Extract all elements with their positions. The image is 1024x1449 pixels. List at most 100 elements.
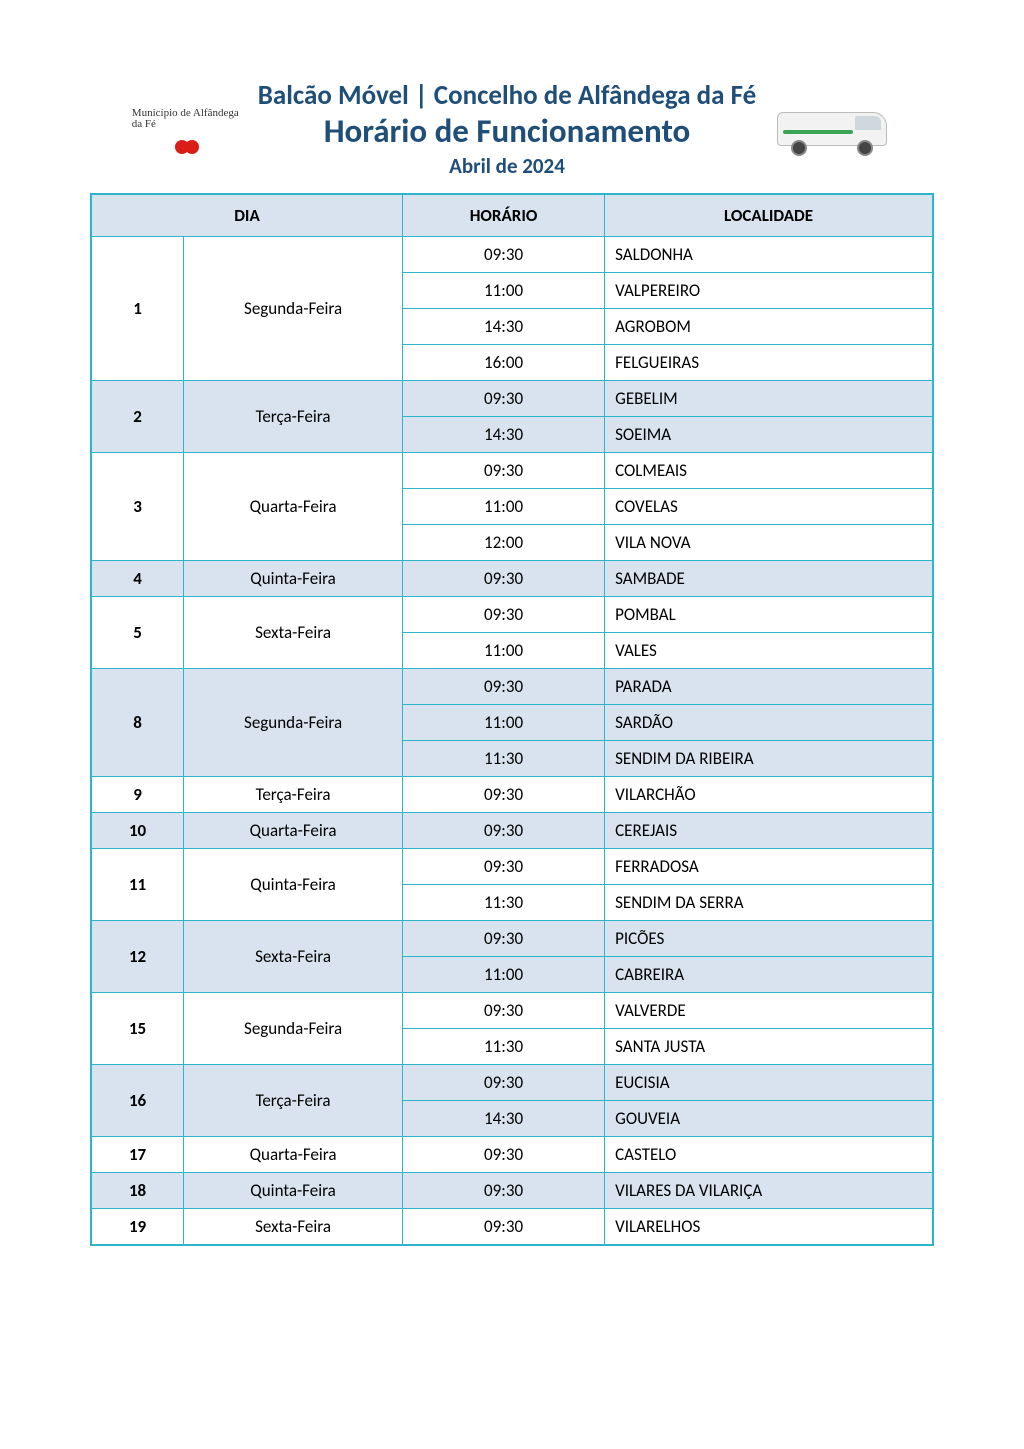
time-cell: 16:00: [403, 345, 605, 381]
locality-cell: SENDIM DA SERRA: [605, 885, 933, 921]
locality-cell: SENDIM DA RIBEIRA: [605, 741, 933, 777]
time-cell: 12:00: [403, 525, 605, 561]
table-row: 16Terça-Feira09:30EUCISIA: [91, 1065, 933, 1101]
locality-cell: AGROBOM: [605, 309, 933, 345]
day-name-cell: Quinta-Feira: [184, 849, 403, 921]
time-cell: 09:30: [403, 669, 605, 705]
day-name-cell: Sexta-Feira: [184, 1209, 403, 1246]
table-row: 9Terça-Feira09:30VILARCHÃO: [91, 777, 933, 813]
header-block: Município de Alfândega da Fé Balcão Móve…: [90, 80, 934, 181]
locality-cell: SARDÃO: [605, 705, 933, 741]
day-number-cell: 5: [91, 597, 184, 669]
time-cell: 11:30: [403, 885, 605, 921]
day-name-cell: Segunda-Feira: [184, 993, 403, 1065]
day-name-cell: Segunda-Feira: [184, 237, 403, 381]
day-name-cell: Terça-Feira: [184, 381, 403, 453]
day-name-cell: Quarta-Feira: [184, 813, 403, 849]
locality-cell: VALPEREIRO: [605, 273, 933, 309]
table-row: 5Sexta-Feira09:30POMBAL: [91, 597, 933, 633]
time-cell: 14:30: [403, 1101, 605, 1137]
time-cell: 09:30: [403, 1209, 605, 1246]
day-number-cell: 2: [91, 381, 184, 453]
locality-cell: SANTA JUSTA: [605, 1029, 933, 1065]
table-row: 19Sexta-Feira09:30VILARELHOS: [91, 1209, 933, 1246]
table-row: 12Sexta-Feira09:30PICÕES: [91, 921, 933, 957]
col-header-horario: HORÁRIO: [403, 194, 605, 237]
table-body: 1Segunda-Feira09:30SALDONHA11:00VALPEREI…: [91, 237, 933, 1246]
day-number-cell: 17: [91, 1137, 184, 1173]
cherries-icon: [173, 132, 201, 154]
title-line-2: Horário de Funcionamento: [258, 112, 756, 152]
locality-cell: COLMEAIS: [605, 453, 933, 489]
municipality-logo-text: Município de Alfândega da Fé: [132, 108, 242, 130]
day-name-cell: Sexta-Feira: [184, 921, 403, 993]
table-row: 15Segunda-Feira09:30VALVERDE: [91, 993, 933, 1029]
van-image: [772, 101, 892, 161]
table-row: 1Segunda-Feira09:30SALDONHA: [91, 237, 933, 273]
time-cell: 11:30: [403, 741, 605, 777]
time-cell: 11:30: [403, 1029, 605, 1065]
time-cell: 09:30: [403, 237, 605, 273]
day-name-cell: Quarta-Feira: [184, 1137, 403, 1173]
van-icon: [777, 106, 887, 156]
time-cell: 09:30: [403, 849, 605, 885]
time-cell: 14:30: [403, 309, 605, 345]
day-name-cell: Sexta-Feira: [184, 597, 403, 669]
col-header-localidade: LOCALIDADE: [605, 194, 933, 237]
locality-cell: VILARCHÃO: [605, 777, 933, 813]
day-number-cell: 3: [91, 453, 184, 561]
time-cell: 14:30: [403, 417, 605, 453]
locality-cell: POMBAL: [605, 597, 933, 633]
day-number-cell: 1: [91, 237, 184, 381]
locality-cell: GOUVEIA: [605, 1101, 933, 1137]
table-row: 8Segunda-Feira09:30PARADA: [91, 669, 933, 705]
table-row: 18Quinta-Feira09:30VILARES DA VILARIÇA: [91, 1173, 933, 1209]
title-block: Balcão Móvel | Concelho de Alfândega da …: [258, 80, 756, 181]
day-number-cell: 15: [91, 993, 184, 1065]
time-cell: 09:30: [403, 813, 605, 849]
day-name-cell: Terça-Feira: [184, 1065, 403, 1137]
table-row: 2Terça-Feira09:30GEBELIM: [91, 381, 933, 417]
col-header-dia: DIA: [91, 194, 403, 237]
time-cell: 11:00: [403, 633, 605, 669]
day-number-cell: 18: [91, 1173, 184, 1209]
table-row: 3Quarta-Feira09:30COLMEAIS: [91, 453, 933, 489]
locality-cell: FERRADOSA: [605, 849, 933, 885]
locality-cell: SOEIMA: [605, 417, 933, 453]
time-cell: 09:30: [403, 777, 605, 813]
locality-cell: EUCISIA: [605, 1065, 933, 1101]
time-cell: 09:30: [403, 1065, 605, 1101]
time-cell: 11:00: [403, 957, 605, 993]
time-cell: 11:00: [403, 489, 605, 525]
day-number-cell: 8: [91, 669, 184, 777]
locality-cell: CASTELO: [605, 1137, 933, 1173]
day-name-cell: Terça-Feira: [184, 777, 403, 813]
time-cell: 09:30: [403, 921, 605, 957]
locality-cell: VALES: [605, 633, 933, 669]
municipality-logo: Município de Alfândega da Fé: [132, 101, 242, 161]
day-number-cell: 10: [91, 813, 184, 849]
table-row: 10Quarta-Feira09:30CEREJAIS: [91, 813, 933, 849]
time-cell: 09:30: [403, 597, 605, 633]
day-number-cell: 19: [91, 1209, 184, 1246]
table-row: 17Quarta-Feira09:30CASTELO: [91, 1137, 933, 1173]
time-cell: 09:30: [403, 1173, 605, 1209]
time-cell: 09:30: [403, 1137, 605, 1173]
title-line-1: Balcão Móvel | Concelho de Alfândega da …: [258, 80, 756, 112]
time-cell: 09:30: [403, 561, 605, 597]
time-cell: 11:00: [403, 273, 605, 309]
title-line-3: Abril de 2024: [258, 152, 756, 181]
table-row: 4Quinta-Feira09:30SAMBADE: [91, 561, 933, 597]
day-number-cell: 4: [91, 561, 184, 597]
table-header: DIA HORÁRIO LOCALIDADE: [91, 194, 933, 237]
table-row: 11Quinta-Feira09:30FERRADOSA: [91, 849, 933, 885]
locality-cell: VILA NOVA: [605, 525, 933, 561]
time-cell: 09:30: [403, 453, 605, 489]
locality-cell: SALDONHA: [605, 237, 933, 273]
day-number-cell: 12: [91, 921, 184, 993]
time-cell: 09:30: [403, 381, 605, 417]
locality-cell: CEREJAIS: [605, 813, 933, 849]
day-name-cell: Quarta-Feira: [184, 453, 403, 561]
schedule-table: DIA HORÁRIO LOCALIDADE 1Segunda-Feira09:…: [90, 193, 934, 1246]
day-number-cell: 11: [91, 849, 184, 921]
